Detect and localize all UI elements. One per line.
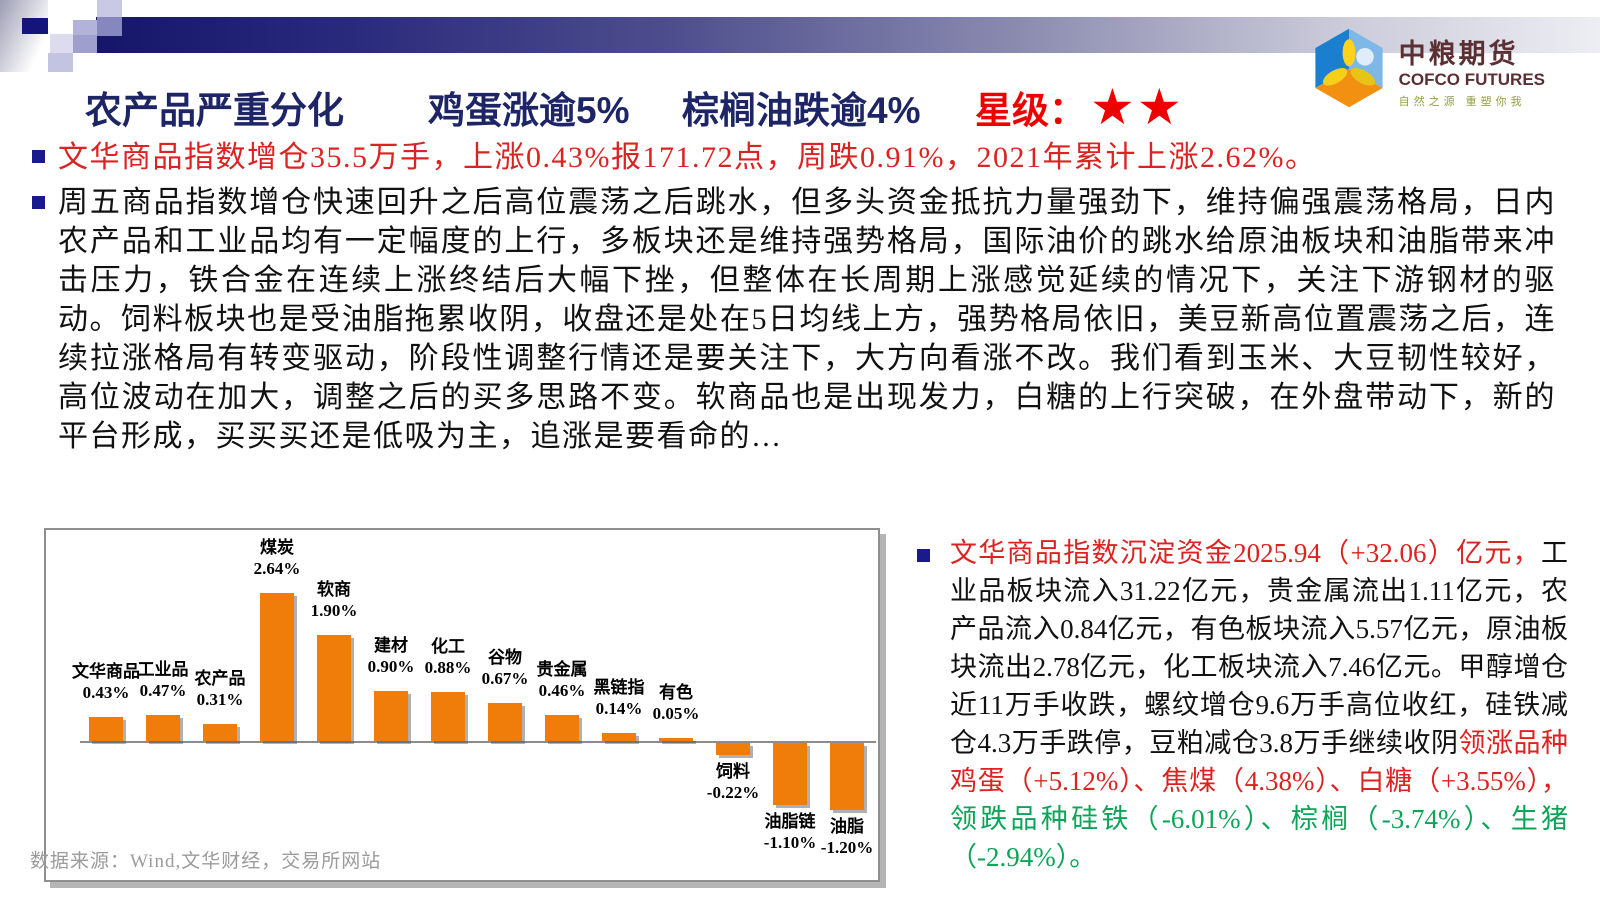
bar-category: 农产品 bbox=[194, 669, 246, 688]
top-losers-text: 领跌品种硅铁（-6.01%）、棕榈（-3.74%）、生猪（-2.94%）。 bbox=[950, 804, 1568, 872]
bar-value: 0.14% bbox=[595, 699, 643, 718]
cofco-logo: 中粮期货 COFCO FUTURES 自然之源 重塑你我 bbox=[1309, 26, 1545, 115]
bar-value: 0.05% bbox=[652, 704, 700, 723]
logo-en-name: COFCO FUTURES bbox=[1398, 70, 1545, 90]
fund-flow-lead: 文华商品指数沉淀资金2025.94（+32.06）亿元， bbox=[950, 538, 1541, 568]
bar-value: 0.46% bbox=[538, 681, 586, 700]
star-icons: ★★ bbox=[1090, 78, 1184, 135]
banner-gradient-strip bbox=[0, 0, 48, 72]
bar-文华商品 bbox=[89, 717, 123, 741]
bar-value: 0.47% bbox=[139, 681, 187, 700]
index-summary-line: 文华商品指数增仓35.5万手，上涨0.43%报171.72点，周跌0.91%，2… bbox=[58, 141, 1317, 174]
bar-value: 2.64% bbox=[253, 559, 301, 578]
bar-label-饲料: 饲料 -0.22% bbox=[707, 761, 759, 803]
bar-label-有色: 有色 0.05% bbox=[653, 682, 700, 724]
bar-category: 建材 bbox=[374, 636, 408, 655]
bar-谷物 bbox=[488, 703, 522, 741]
bar-category: 贵金属 bbox=[536, 660, 588, 679]
bar-工业品 bbox=[146, 715, 180, 741]
page-title-part3: 棕榈油跌逾4% bbox=[682, 90, 921, 131]
bar-饲料 bbox=[716, 743, 750, 755]
bar-value: 0.90% bbox=[367, 657, 415, 676]
banner-square-navy bbox=[22, 18, 48, 34]
bar-value: 0.43% bbox=[82, 683, 130, 702]
data-source-note: 数据来源：Wind,文华财经，交易所网站 bbox=[30, 851, 382, 872]
bar-chart-plot: 文华商品 0.43% 工业品 0.47% 农产品 0.31% 煤炭 2.64% 软商 1.90% 建… bbox=[46, 530, 878, 880]
bar-label-化工: 化工 0.88% bbox=[425, 636, 472, 678]
cofco-cube-icon bbox=[1309, 26, 1389, 115]
bar-category: 文华商品 bbox=[72, 662, 140, 681]
bar-label-煤炭: 煤炭 2.64% bbox=[254, 537, 301, 579]
fund-flow-body: 工业品板块流入31.22亿元，贵金属流出1.11亿元，农产品流入0.84亿元，有… bbox=[950, 538, 1568, 758]
logo-tagline: 自然之源 重塑你我 bbox=[1398, 96, 1526, 109]
bar-label-建材: 建材 0.90% bbox=[368, 635, 415, 677]
bar-value: -1.10% bbox=[763, 833, 817, 852]
bar-label-农产品: 农产品 0.31% bbox=[195, 668, 246, 710]
bullet-square-icon bbox=[32, 196, 45, 209]
bar-category: 化工 bbox=[431, 637, 465, 656]
banner-square-6 bbox=[73, 35, 97, 53]
bar-value: 0.67% bbox=[481, 669, 529, 688]
bar-label-软商: 软商 1.90% bbox=[311, 579, 358, 621]
bar-category: 黑链指 bbox=[593, 678, 645, 697]
bar-化工 bbox=[431, 692, 465, 741]
banner-square-3 bbox=[73, 20, 97, 35]
bar-软商 bbox=[317, 635, 351, 741]
bar-label-油脂: 油脂 -1.20% bbox=[821, 816, 873, 858]
bar-农产品 bbox=[203, 724, 237, 741]
bar-category: 有色 bbox=[659, 683, 693, 702]
bar-category: 油脂 bbox=[829, 817, 864, 836]
top-gainers-text: 领涨品种鸡蛋（+5.12%）、焦煤（4.38%）、白糖（+3.55%）， bbox=[950, 728, 1568, 796]
logo-cn-name: 中粮期货 bbox=[1398, 39, 1519, 69]
bar-油脂 bbox=[830, 743, 864, 810]
bar-value: 0.88% bbox=[424, 658, 472, 677]
bar-category: 煤炭 bbox=[260, 538, 294, 557]
star-rating-label: 星级： bbox=[975, 90, 1086, 131]
fund-flow-paragraph: 文华商品指数沉淀资金2025.94（+32.06）亿元，工业品板块流入31.22… bbox=[950, 534, 1568, 876]
market-commentary-paragraph: 周五商品指数增仓快速回升之后高位震荡之后跳水，但多头资金抵抗力量强劲下，维持偏强… bbox=[58, 186, 1556, 453]
banner-square-2 bbox=[97, 0, 122, 17]
page-title-part2: 鸡蛋涨逾5% bbox=[428, 90, 630, 131]
bar-label-油脂链: 油脂链 -1.10% bbox=[764, 811, 816, 853]
bar-黑链指 bbox=[602, 733, 636, 741]
bar-value: 1.90% bbox=[310, 601, 358, 620]
bullet-square-icon bbox=[32, 150, 45, 163]
bar-category: 谷物 bbox=[488, 648, 522, 667]
chart-zero-axis bbox=[80, 741, 876, 743]
bar-label-贵金属: 贵金属 0.46% bbox=[537, 659, 588, 701]
bar-value: -1.20% bbox=[820, 838, 874, 857]
sector-performance-chart: 文华商品 0.43% 工业品 0.47% 农产品 0.31% 煤炭 2.64% 软商 1.90% 建… bbox=[44, 528, 880, 882]
bar-label-黑链指: 黑链指 0.14% bbox=[594, 677, 645, 719]
bar-category: 软商 bbox=[317, 580, 351, 599]
banner-square-7 bbox=[48, 53, 73, 72]
bar-category: 工业品 bbox=[137, 660, 189, 679]
bar-煤炭 bbox=[260, 593, 294, 741]
bar-category: 饲料 bbox=[715, 762, 750, 781]
bar-value: -0.22% bbox=[706, 783, 760, 802]
bar-建材 bbox=[374, 691, 408, 741]
bar-有色 bbox=[659, 738, 693, 741]
bar-油脂链 bbox=[773, 743, 807, 805]
banner-square-5 bbox=[50, 34, 73, 53]
bar-label-谷物: 谷物 0.67% bbox=[482, 647, 529, 689]
page-title-part1: 农产品严重分化 bbox=[85, 90, 344, 131]
bullet-square-icon bbox=[917, 549, 930, 562]
banner-square-4 bbox=[97, 17, 122, 36]
bar-label-文华商品: 文华商品 0.43% bbox=[72, 661, 140, 703]
bar-value: 0.31% bbox=[196, 690, 244, 709]
bar-category: 油脂链 bbox=[764, 812, 816, 831]
star-rating: 星级： ★★ bbox=[975, 80, 1184, 134]
bar-label-工业品: 工业品 0.47% bbox=[138, 659, 189, 701]
bar-贵金属 bbox=[545, 715, 579, 741]
